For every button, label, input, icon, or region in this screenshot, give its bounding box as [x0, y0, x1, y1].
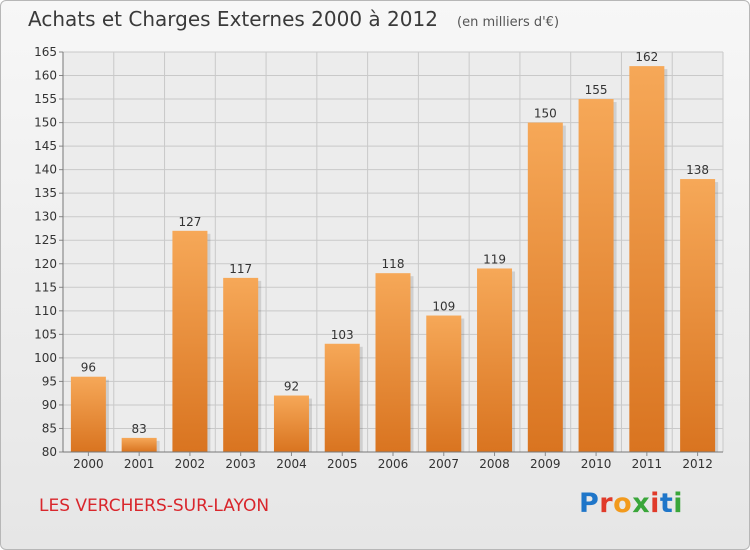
y-tick-label: 110	[34, 304, 57, 318]
x-tick-label: 2008	[479, 457, 510, 471]
proxiti-logo[interactable]: Proxiti	[579, 488, 683, 519]
x-tick-label: 2001	[124, 457, 155, 471]
logo-letter: x	[632, 488, 651, 519]
x-tick-label: 2004	[276, 457, 307, 471]
y-tick-label: 165	[34, 45, 57, 59]
logo-letter: P	[579, 488, 600, 519]
value-label: 118	[382, 257, 405, 271]
x-tick-label: 2003	[225, 457, 256, 471]
logo-letter: i	[650, 488, 660, 519]
logo-letter: t	[659, 488, 674, 519]
y-tick-label: 90	[42, 398, 57, 412]
value-label: 119	[483, 252, 506, 266]
commune-name: LES VERCHERS-SUR-LAYON	[39, 496, 270, 516]
logo-letter: o	[613, 488, 633, 519]
y-tick-label: 115	[34, 280, 57, 294]
bar	[70, 376, 106, 452]
value-label: 162	[635, 50, 658, 64]
x-tick-label: 2011	[632, 457, 663, 471]
y-tick-label: 125	[34, 233, 57, 247]
chart-unit: (en milliers d'€)	[457, 15, 560, 30]
bar	[629, 66, 665, 452]
bar	[223, 277, 259, 452]
value-label: 138	[686, 163, 709, 177]
logo-letter: i	[673, 488, 684, 519]
bar	[426, 315, 462, 452]
bar	[578, 99, 614, 452]
y-tick-label: 100	[34, 351, 57, 365]
bar	[121, 437, 157, 452]
y-tick-label: 80	[42, 445, 57, 459]
bar	[527, 122, 563, 453]
y-tick-label: 145	[34, 139, 57, 153]
y-tick-label: 135	[34, 186, 57, 200]
axes: 80 85 90 95 100 105 110 115 120 125 130 135 140 145 15…	[34, 45, 723, 471]
x-tick-label: 2006	[378, 457, 409, 471]
x-tick-label: 2010	[581, 457, 612, 471]
y-tick-label: 155	[34, 92, 57, 106]
x-tick-label: 2002	[175, 457, 206, 471]
value-label: 109	[432, 300, 455, 314]
y-tick-label: 140	[34, 163, 57, 177]
y-tick-label: 95	[42, 374, 57, 388]
value-label: 103	[331, 328, 354, 342]
title-block: Achats et Charges Externes 2000 à 2012 (…	[28, 7, 559, 31]
x-tick-label: 2009	[530, 457, 561, 471]
logo-letter: r	[599, 488, 614, 519]
bars: 96 83 127 117 92 103 118 109 119 150 155 162 138	[70, 50, 719, 453]
y-tick-label: 120	[34, 257, 57, 271]
x-tick-label: 2012	[682, 457, 713, 471]
bar	[324, 343, 360, 452]
y-tick-label: 160	[34, 69, 57, 83]
value-label: 155	[585, 83, 608, 97]
bar	[477, 268, 513, 452]
chart-title: Achats et Charges Externes 2000 à 2012	[28, 7, 438, 31]
value-label: 127	[178, 215, 201, 229]
value-label: 83	[132, 422, 147, 436]
x-tick-label: 2000	[73, 457, 104, 471]
bar	[680, 179, 716, 452]
value-label: 96	[81, 361, 96, 375]
value-label: 117	[229, 262, 252, 276]
bar	[172, 230, 208, 452]
value-label: 92	[284, 380, 299, 394]
x-tick-label: 2005	[327, 457, 358, 471]
y-tick-label: 150	[34, 116, 57, 130]
y-tick-label: 130	[34, 210, 57, 224]
value-label: 150	[534, 107, 557, 121]
y-tick-label: 85	[42, 421, 57, 435]
bar	[375, 273, 411, 452]
y-tick-label: 105	[34, 327, 57, 341]
x-tick-label: 2007	[428, 457, 459, 471]
bar	[273, 395, 309, 452]
